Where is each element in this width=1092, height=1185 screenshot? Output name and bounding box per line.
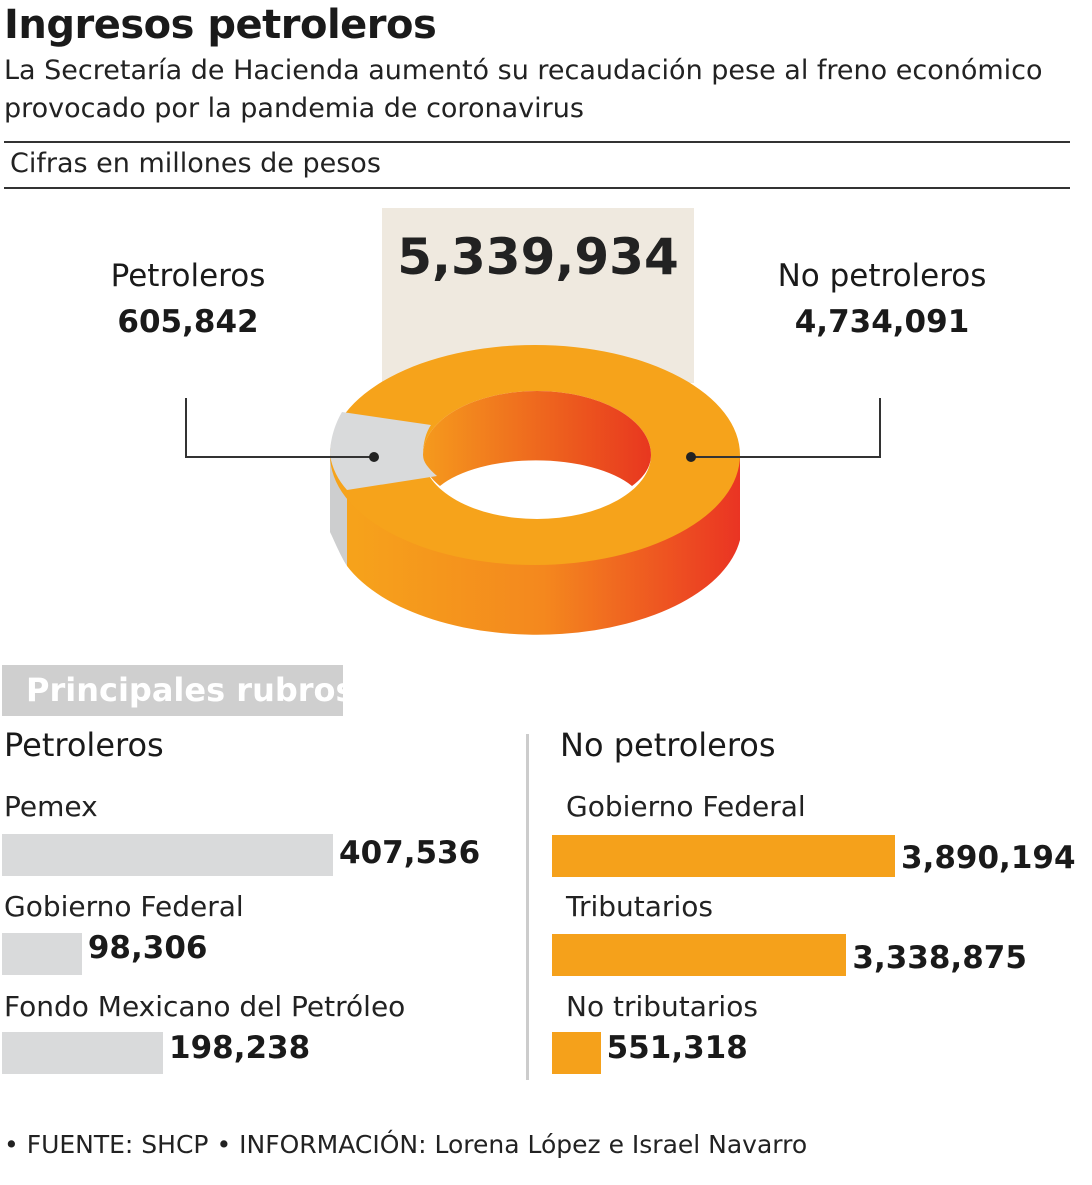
bar-gobierno-federal — [552, 835, 895, 877]
bar-value-gobierno-federal-petroleros: 98,306 — [87, 930, 208, 966]
units-rule — [4, 187, 1070, 189]
total-value: 5,339,934 — [397, 228, 679, 286]
bar-value-gobierno-federal: 3,890,194 — [901, 840, 1076, 876]
section-badge: Principales rubros — [2, 665, 355, 716]
petroleros-leader-dot — [369, 452, 379, 462]
bar-value-pemex: 407,536 — [339, 835, 481, 871]
no-petroleros-label: No petroleros — [777, 258, 987, 294]
petroleros-value: 605,842 — [117, 304, 259, 340]
petroleros-label: Petroleros — [110, 258, 266, 294]
petroleros-side-wall — [330, 455, 347, 566]
no-petroleros-slice — [330, 344, 740, 566]
source-credit: • FUENTE: SHCP • INFORMACIÓN: Lorena Lóp… — [4, 1130, 808, 1159]
donut-inner-wall — [423, 391, 651, 486]
bar-category-pemex: Pemex — [4, 790, 98, 823]
petroleros-column-title: Petroleros — [4, 726, 164, 764]
bar-fondo-mexicano — [2, 1032, 163, 1074]
bar-pemex — [2, 834, 333, 876]
no-petroleros-value: 4,734,091 — [794, 304, 970, 340]
bar-value-tributarios: 3,338,875 — [852, 940, 1027, 976]
page-subtitle: La Secretaría de Hacienda aumentó su rec… — [4, 55, 1043, 124]
section-title: Principales rubros — [26, 671, 355, 709]
bar-category-gobierno-federal: Gobierno Federal — [566, 790, 806, 823]
bar-category-gobierno-federal-petroleros: Gobierno Federal — [4, 890, 244, 923]
bar-tributarios — [552, 934, 847, 976]
petroleros-leader-line — [185, 398, 374, 458]
bar-value-no-tributarios: 551,318 — [606, 1030, 748, 1066]
no-petroleros-leader-dot — [686, 452, 696, 462]
bar-gobierno-federal-petroleros — [2, 933, 82, 975]
top-rule — [4, 141, 1070, 143]
bar-category-tributarios: Tributarios — [566, 890, 713, 923]
bar-value-fondo-mexicano: 198,238 — [169, 1030, 311, 1066]
no-petroleros-leader-line — [691, 398, 881, 458]
no-petroleros-side-wall — [347, 455, 740, 635]
bar-category-fondo-mexicano: Fondo Mexicano del Petróleo — [4, 990, 406, 1023]
donut-chart — [185, 344, 881, 635]
petroleros-slice — [330, 412, 437, 490]
column-divider — [526, 734, 529, 1080]
page-title: Ingresos petroleros — [4, 2, 437, 48]
units-note: Cifras en millones de pesos — [10, 148, 381, 179]
bar-no-tributarios — [552, 1032, 601, 1074]
bar-category-no-tributarios: No tributarios — [566, 990, 758, 1023]
no-petroleros-column-title: No petroleros — [560, 726, 776, 764]
